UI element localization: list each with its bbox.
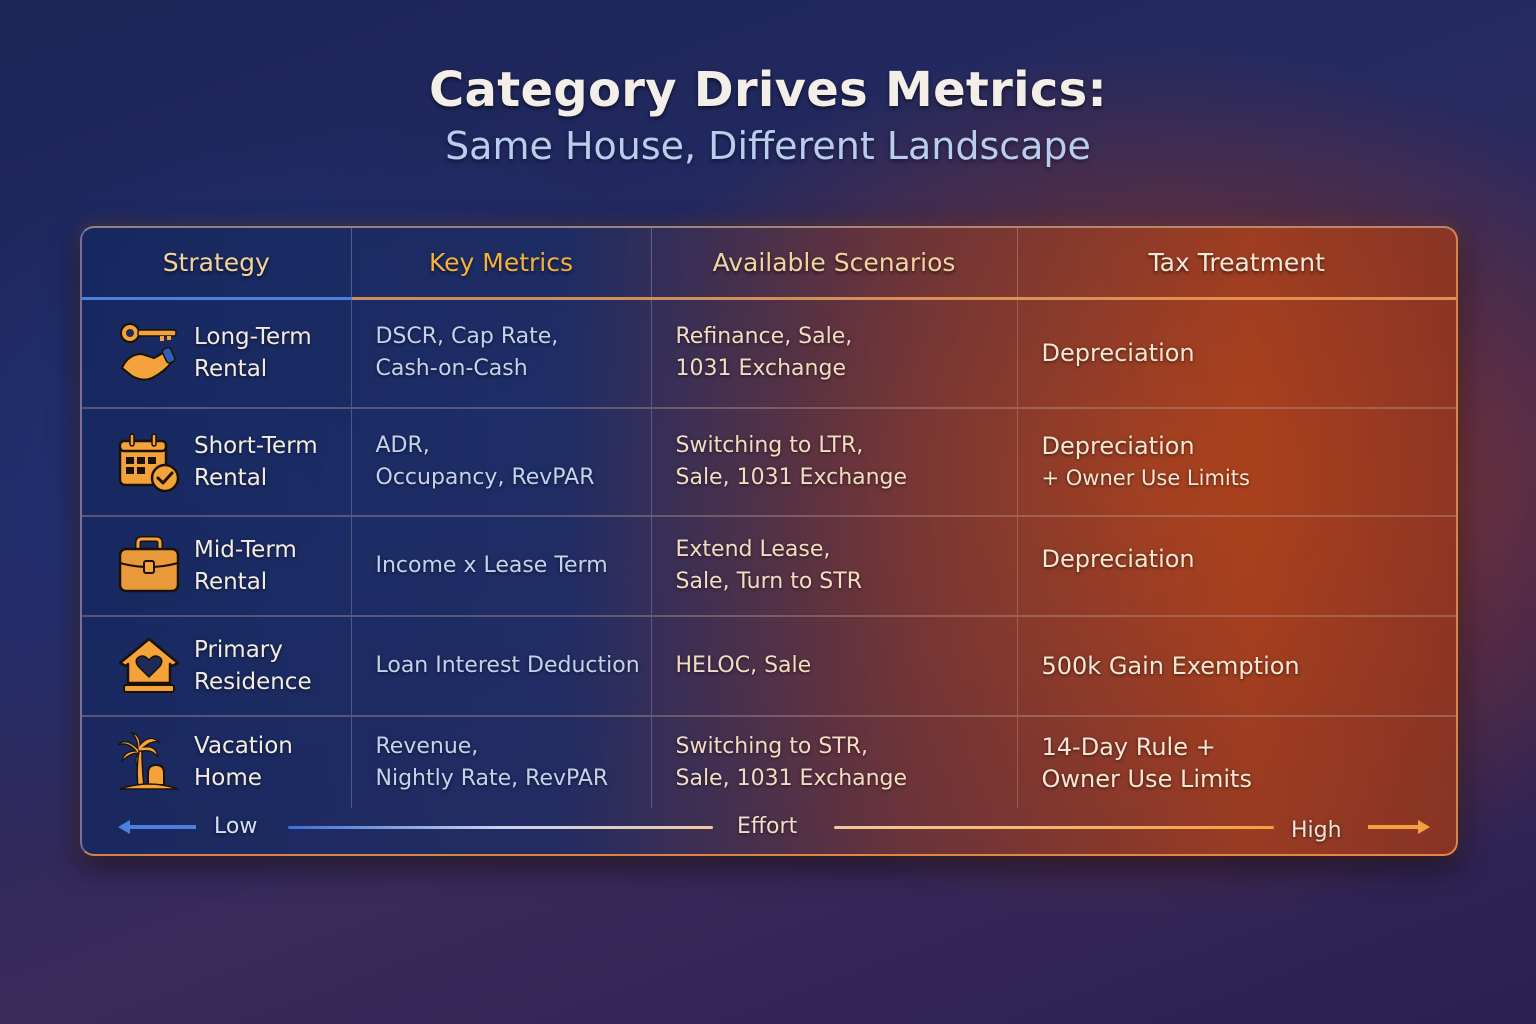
- header-tax-treatment: Tax Treatment: [1017, 228, 1456, 300]
- scenarios-line: HELOC, Sale: [675, 653, 812, 678]
- tax-cell: 14-Day Rule + Owner Use Limits: [1017, 716, 1456, 808]
- tax-cell: Depreciation + Owner Use Limits: [1017, 408, 1456, 517]
- metrics-line: Loan Interest Deduction: [375, 653, 640, 678]
- tax-line: Depreciation: [1041, 339, 1195, 368]
- tax-line: Depreciation: [1041, 545, 1195, 573]
- scenarios-line: Sale, 1031 Exchange: [675, 766, 908, 791]
- title-block: Category Drives Metrics: Same House, Dif…: [0, 62, 1536, 168]
- arrow-right-icon: [1368, 820, 1430, 834]
- strategy-label-line: Short-Term: [194, 433, 318, 459]
- scenarios-line: Sale, Turn to STR: [675, 569, 862, 594]
- tax-cell: 500k Gain Exemption: [1017, 616, 1456, 717]
- strategy-label-line: Residence: [194, 669, 312, 695]
- effort-scale: Low Effort High: [82, 806, 1456, 846]
- table-row: Long-Term Rental DSCR, Cap Rate, Cash-on…: [82, 298, 1456, 409]
- scenarios-line: Switching to LTR,: [675, 433, 864, 458]
- table-row: Primary Residence Loan Interest Deductio…: [82, 616, 1456, 717]
- scenarios-line: Extend Lease,: [675, 537, 831, 562]
- strategy-label-line: Rental: [194, 465, 268, 491]
- strategy-label-line: Home: [194, 765, 262, 791]
- strategy-label-line: Rental: [194, 356, 268, 383]
- metrics-cell: Loan Interest Deduction: [351, 616, 652, 717]
- table-header-row: Strategy Key Metrics Available Scenarios…: [82, 228, 1456, 300]
- metrics-line: Cash-on-Cash: [375, 356, 528, 382]
- strategy-label-line: Primary: [194, 637, 283, 663]
- scenarios-cell: Switching to STR, Sale, 1031 Exchange: [651, 716, 1018, 808]
- scenarios-line: 1031 Exchange: [675, 356, 846, 382]
- effort-label: Effort: [737, 814, 798, 839]
- table-row: Short-Term Rental ADR, Occupancy, RevPAR…: [82, 408, 1456, 517]
- key-handshake-icon: [120, 323, 177, 381]
- strategy-label-line: Long-Term: [194, 324, 312, 351]
- tax-line: 500k Gain Exemption: [1041, 652, 1300, 680]
- house-heart-icon: [118, 637, 180, 693]
- strategy-table: Strategy Key Metrics Available Scenarios…: [82, 228, 1456, 808]
- metrics-line: Occupancy, RevPAR: [375, 465, 595, 490]
- metrics-cell: Revenue, Nightly Rate, RevPAR: [351, 716, 652, 808]
- tax-line: Owner Use Limits: [1041, 765, 1252, 793]
- effort-bar-right: [834, 826, 1274, 829]
- metrics-line: Revenue,: [375, 734, 479, 759]
- tax-cell: Depreciation: [1017, 298, 1456, 409]
- scenarios-line: Switching to STR,: [675, 734, 869, 759]
- scenarios-cell: Switching to LTR, Sale, 1031 Exchange: [651, 408, 1018, 517]
- scenarios-line: Refinance, Sale,: [675, 324, 853, 350]
- palm-tree-icon: [117, 731, 179, 790]
- tax-line: 14-Day Rule +: [1041, 733, 1216, 761]
- tax-cell: Depreciation: [1017, 516, 1456, 617]
- header-available-scenarios: Available Scenarios: [651, 228, 1018, 300]
- strategy-cell: Vacation Home: [82, 716, 352, 808]
- metrics-line: Nightly Rate, RevPAR: [375, 766, 609, 791]
- metrics-line: ADR,: [375, 433, 430, 458]
- tax-line: Depreciation: [1041, 432, 1195, 460]
- metrics-line: DSCR, Cap Rate,: [375, 324, 559, 350]
- effort-low-label: Low: [214, 814, 258, 839]
- briefcase-icon: [118, 536, 180, 593]
- scenarios-cell: Extend Lease, Sale, Turn to STR: [651, 516, 1018, 617]
- metrics-cell: Income x Lease Term: [351, 516, 652, 617]
- strategy-cell: Short-Term Rental: [82, 408, 352, 517]
- table-row: Vacation Home Revenue, Nightly Rate, Rev…: [82, 716, 1456, 808]
- tax-line: + Owner Use Limits: [1041, 466, 1250, 490]
- strategy-label-line: Mid-Term: [194, 537, 297, 563]
- header-key-metrics: Key Metrics: [351, 228, 652, 300]
- strategy-cell: Mid-Term Rental: [82, 516, 352, 617]
- calendar-check-icon: [118, 433, 180, 493]
- strategy-cell: Long-Term Rental: [82, 298, 352, 409]
- effort-high-label: High: [1291, 818, 1342, 843]
- scenarios-line: Sale, 1031 Exchange: [675, 465, 908, 490]
- arrow-left-icon: [118, 820, 196, 834]
- page-subtitle: Same House, Different Landscape: [445, 124, 1091, 168]
- header-strategy: Strategy: [82, 228, 352, 300]
- metrics-line: Income x Lease Term: [375, 553, 608, 578]
- metrics-cell: ADR, Occupancy, RevPAR: [351, 408, 652, 517]
- strategy-label-line: Vacation: [194, 733, 293, 759]
- table-row: Mid-Term Rental Income x Lease Term Exte…: [82, 516, 1456, 617]
- effort-bar-left: [288, 826, 713, 829]
- strategy-label-line: Rental: [194, 569, 268, 595]
- scenarios-cell: HELOC, Sale: [651, 616, 1018, 717]
- scenarios-cell: Refinance, Sale, 1031 Exchange: [651, 298, 1018, 409]
- comparison-table-panel: Strategy Key Metrics Available Scenarios…: [80, 226, 1458, 856]
- strategy-cell: Primary Residence: [82, 616, 352, 717]
- page-title: Category Drives Metrics:: [428, 62, 1108, 118]
- metrics-cell: DSCR, Cap Rate, Cash-on-Cash: [351, 298, 652, 409]
